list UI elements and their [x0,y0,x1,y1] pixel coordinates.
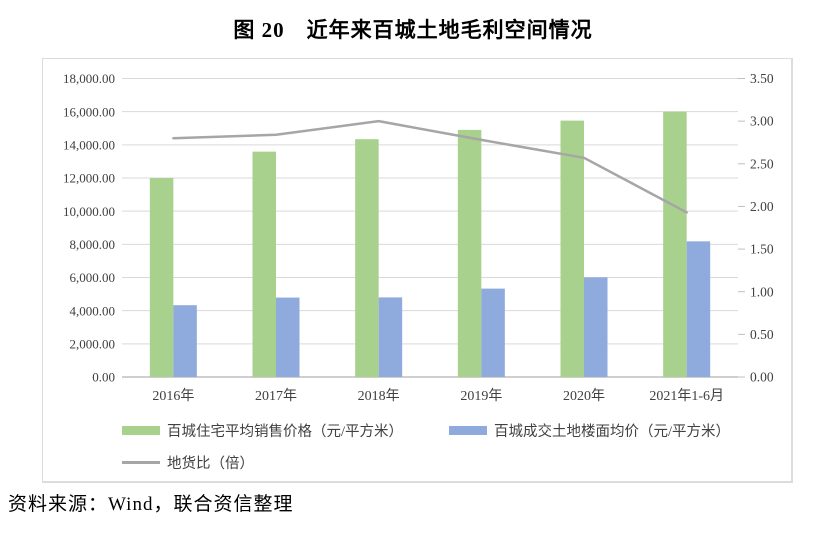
bar-sale-price [457,129,482,377]
bar-land-price [173,305,197,377]
legend-item-ratio: 地货比（倍） [122,452,254,473]
ratio-line [172,119,688,214]
legend-label-ratio: 地货比（倍） [167,456,254,472]
chart-plot-svg: 18,000.00 16,000.00 14,000.00 12,000.00 10,0… [63,71,774,404]
x-axis-category-label: 2017年 [255,388,297,404]
left-axis-tick-label: 6,000.00 [70,270,116,285]
gray-line-swatch-icon [122,461,160,464]
bar-land-price [686,241,711,377]
left-axis-tick-label: 10,000.00 [63,204,115,219]
left-axis-tick-label: 0.00 [92,370,115,385]
right-axis-tick-label: 2.00 [750,199,774,214]
data-source-note: 资料来源：Wind，联合资信整理 [8,494,294,515]
bar-sale-price [355,139,379,377]
figure-title: 图 20 近年来百城土地毛利空间情况 [233,18,593,42]
bar-land-price [584,277,608,377]
left-axis-tick-label: 8,000.00 [70,237,116,252]
right-axis-tick-label: 0.00 [750,370,774,385]
x-axis-category-label: 2016年 [152,388,194,404]
x-axis-category-label: 2021年1-6月 [649,388,724,404]
chart-container: 18,000.00 16,000.00 14,000.00 12,000.00 10,0… [42,58,793,483]
right-axis-tick-label: 2.50 [750,156,774,171]
left-axis-tick-label: 14,000.00 [63,137,115,152]
legend-label-sale-price: 百城住宅平均销售价格（元/平方米） [167,424,404,440]
right-axis-tick-label: 0.50 [750,327,774,342]
left-axis-tick-label: 4,000.00 [70,303,116,318]
legend-label-land-price: 百城成交土地楼面均价（元/平方米） [494,424,731,440]
x-axis-category-label: 2019年 [460,388,502,404]
right-axis-tick-label: 1.50 [750,242,774,257]
left-axis-tick-label: 2,000.00 [70,336,116,351]
right-axis-tick-label: 3.00 [750,114,774,129]
bar-land-price [378,297,403,377]
bar-land-price [481,288,505,377]
x-axis-category-label: 2020年 [563,388,605,404]
x-axis-category-label: 2018年 [358,388,400,404]
right-axis-tick-label: 1.00 [750,284,774,299]
bar-land-price [276,297,300,377]
green-bar-swatch-icon [122,426,160,435]
bar-sale-price [252,151,276,377]
bar-sale-price [149,178,174,377]
left-axis-tick-label: 18,000.00 [63,71,115,86]
legend-item-land-price: 百城成交土地楼面均价（元/平方米） [449,420,730,441]
bar-sale-price [560,120,584,377]
left-axis-tick-label: 12,000.00 [63,171,115,186]
legend-item-sale-price: 百城住宅平均销售价格（元/平方米） [122,420,403,441]
left-axis-tick-label: 16,000.00 [63,104,115,119]
blue-bar-swatch-icon [449,426,487,435]
right-axis-tick-label: 3.50 [750,71,774,86]
bar-sale-price [663,111,687,377]
